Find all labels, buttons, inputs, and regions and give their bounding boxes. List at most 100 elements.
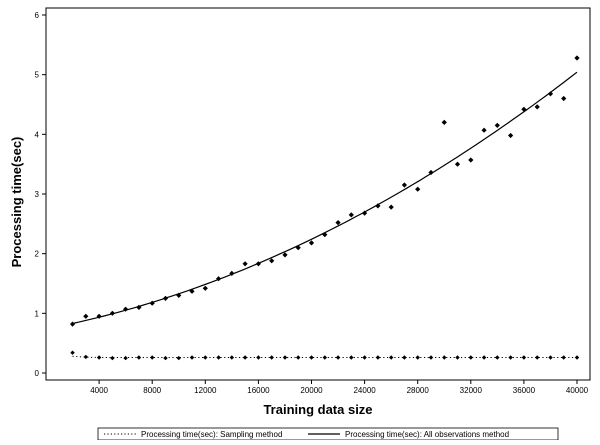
y-tick-label: 6	[35, 11, 40, 20]
all-observations-point	[136, 304, 142, 310]
all-observations-point	[162, 295, 169, 301]
y-tick-label: 5	[35, 71, 40, 80]
sampling-point	[242, 355, 248, 360]
all-observations-point	[441, 119, 447, 125]
sampling-point	[110, 355, 115, 361]
all-observations-point	[428, 169, 434, 176]
all-observations-point	[388, 204, 394, 210]
sampling-point	[229, 355, 234, 360]
all-observations-point	[269, 258, 275, 264]
sampling-point	[189, 355, 195, 360]
all-observations-point	[242, 261, 248, 267]
sampling-point	[163, 355, 168, 361]
sampling-point	[375, 355, 381, 360]
data-points	[70, 55, 580, 361]
all-observations-point	[348, 212, 354, 218]
all-observations-point	[547, 91, 554, 97]
y-axis-title: Processing time(sec)	[9, 137, 24, 268]
all-observations-point	[574, 55, 580, 61]
all-observations-point	[494, 122, 500, 128]
axes: 4000 8000 12000 16000 20000 24000 28000 32000 36…	[35, 7, 591, 395]
x-tick-label: 28000	[407, 386, 430, 395]
all-observations-point	[255, 261, 261, 267]
sampling-point	[468, 355, 473, 360]
sampling-point	[296, 355, 301, 360]
x-tick-label: 12000	[194, 386, 217, 395]
sampling-point	[455, 355, 460, 360]
all-observations-point	[308, 240, 315, 246]
sampling-point	[574, 355, 580, 360]
all-observations-point	[454, 161, 461, 167]
x-tick-label: 4000	[90, 386, 108, 395]
sampling-point	[256, 355, 261, 360]
sampling-point	[216, 355, 221, 360]
sampling-point	[70, 350, 75, 355]
y-tick-label: 2	[35, 250, 40, 259]
x-tick-label: 8000	[143, 386, 161, 395]
sampling-point	[428, 355, 434, 360]
sampling-point	[309, 355, 314, 360]
sampling-point	[362, 355, 367, 360]
all-observations-point	[149, 300, 155, 306]
all-observations-fit-line	[72, 71, 578, 325]
all-observations-point	[189, 288, 195, 294]
sampling-point	[322, 355, 327, 360]
x-tick-label: 40000	[566, 386, 589, 395]
sampling-point	[389, 355, 394, 360]
sampling-point	[282, 355, 288, 360]
all-observations-point	[415, 186, 421, 192]
all-observations-point	[481, 127, 487, 133]
y-tick-label: 3	[35, 190, 40, 199]
all-observations-point	[96, 313, 102, 319]
x-tick-label: 32000	[460, 386, 483, 395]
sampling-point	[136, 355, 142, 360]
sampling-point	[83, 354, 88, 360]
all-observations-point	[202, 285, 208, 291]
all-observations-point	[216, 276, 222, 282]
sampling-point	[548, 355, 553, 360]
legend: Processing time(sec): Sampling method Pr…	[97, 427, 559, 441]
all-observations-point	[123, 306, 129, 312]
all-observations-point	[295, 245, 301, 251]
all-observations-point	[335, 220, 341, 226]
sampling-point	[203, 355, 208, 360]
sampling-point	[176, 355, 181, 361]
all-observations-point	[521, 106, 527, 112]
sampling-point	[561, 355, 566, 360]
x-tick-label: 24000	[353, 386, 376, 395]
all-observations-point	[561, 95, 567, 102]
x-axis-title: Training data size	[263, 402, 372, 417]
all-observations-point	[375, 203, 381, 209]
sampling-point	[150, 355, 155, 360]
y-tick-label: 4	[35, 130, 40, 139]
sampling-point	[495, 355, 500, 360]
all-observations-point	[534, 104, 540, 110]
sampling-point	[96, 355, 102, 360]
all-observations-point	[401, 182, 407, 188]
sampling-point	[442, 355, 447, 360]
fit-lines	[72, 71, 578, 358]
sampling-point	[269, 355, 274, 360]
sampling-point	[402, 355, 407, 360]
sampling-point	[508, 355, 513, 360]
all-observations-point	[282, 252, 288, 258]
sampling-point	[349, 355, 354, 360]
all-observations-point	[70, 321, 76, 327]
all-observations-point	[468, 157, 474, 163]
legend-label-sampling: Processing time(sec): Sampling method	[141, 430, 282, 439]
x-tick-label: 36000	[513, 386, 536, 395]
sampling-point	[123, 355, 128, 361]
sampling-point	[415, 355, 420, 360]
x-tick-label: 16000	[247, 386, 270, 395]
all-observations-point	[322, 232, 328, 238]
all-observations-point	[229, 270, 235, 276]
all-observations-point	[109, 310, 115, 316]
sampling-point	[335, 355, 341, 360]
y-tick-label: 0	[35, 369, 40, 378]
x-tick-label: 20000	[300, 386, 323, 395]
all-observations-point	[508, 132, 514, 139]
legend-label-all: Processing time(sec): All observations m…	[345, 430, 509, 439]
sampling-point	[521, 355, 527, 360]
